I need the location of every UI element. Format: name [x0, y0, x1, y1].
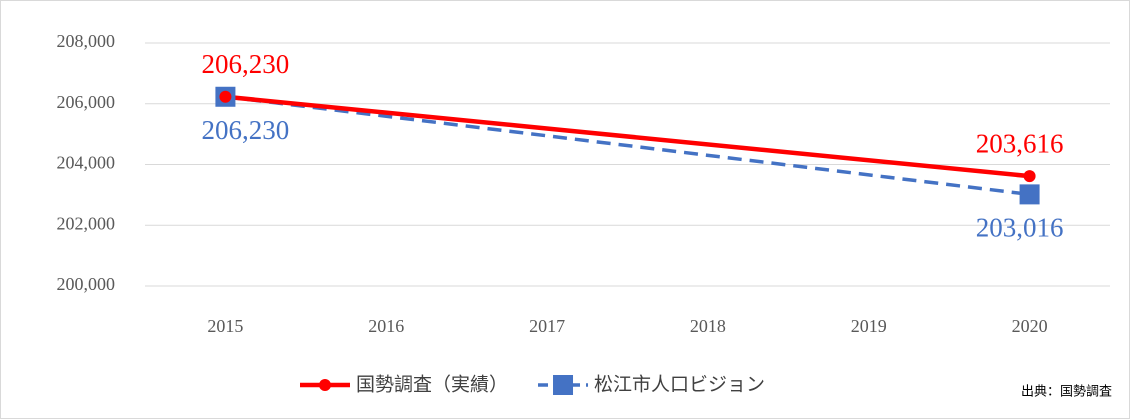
series-line: [225, 94, 1030, 179]
data-label: 206,230: [202, 49, 290, 79]
legend-marker: [319, 379, 331, 391]
x-tick-label: 2016: [368, 316, 404, 336]
y-tick-label: 206,000: [57, 92, 116, 112]
y-tick-label: 208,000: [57, 31, 116, 51]
x-tick-label: 2020: [1012, 316, 1048, 336]
y-tick-label: 200,000: [57, 274, 116, 294]
x-tick-label: 2015: [207, 316, 243, 336]
legend-label: 松江市人口ビジョン: [594, 374, 765, 396]
legend-label: 国勢調査（実績）: [356, 374, 508, 396]
data-label: 206,230: [202, 115, 290, 145]
data-label: 203,016: [976, 213, 1064, 243]
series-line: [225, 95, 1030, 197]
x-tick-label: 2019: [851, 316, 887, 336]
legend-marker: [553, 375, 574, 395]
marker: [1023, 170, 1036, 183]
y-tick-label: 202,000: [57, 213, 116, 233]
source-note: 出典：国勢調査: [1021, 385, 1112, 400]
marker: [219, 90, 232, 103]
x-tick-label: 2018: [690, 316, 726, 336]
marker: [1019, 184, 1040, 205]
x-tick-label: 2017: [529, 316, 565, 336]
data-label: 203,616: [976, 128, 1064, 158]
y-tick-label: 204,000: [57, 153, 116, 173]
